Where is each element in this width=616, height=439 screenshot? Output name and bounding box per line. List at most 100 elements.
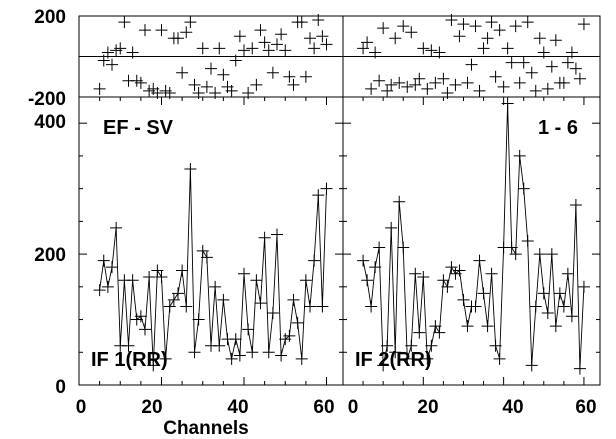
data-point-top-left-30 xyxy=(217,68,230,81)
data-point-top-left-33 xyxy=(229,54,242,67)
data-point-bottom-right-43 xyxy=(529,300,542,313)
data-point-bottom-left-16 xyxy=(159,352,172,365)
data-point-bottom-right-21 xyxy=(441,280,454,293)
data-marks xyxy=(93,14,590,375)
data-point-bottom-right-48 xyxy=(549,320,562,333)
data-point-top-right-22 xyxy=(445,14,458,27)
data-point-bottom-left-42 xyxy=(266,307,279,319)
data-point-top-right-38 xyxy=(509,20,522,33)
data-point-bottom-left-0 xyxy=(93,284,106,297)
data-point-top-right-25 xyxy=(457,18,470,31)
data-point-bottom-right-20 xyxy=(437,274,450,287)
data-point-top-right-26 xyxy=(461,76,474,89)
data-point-top-right-19 xyxy=(433,46,446,59)
data-point-top-right-39 xyxy=(513,76,526,89)
data-point-top-right-0 xyxy=(357,42,370,55)
data-point-top-right-7 xyxy=(385,78,398,91)
data-point-bottom-right-24 xyxy=(453,264,466,277)
data-point-top-left-0 xyxy=(93,82,106,95)
data-point-top-right-16 xyxy=(421,82,434,95)
data-point-top-right-45 xyxy=(537,46,550,59)
data-point-bottom-left-50 xyxy=(299,274,312,287)
data-point-bottom-left-32 xyxy=(225,352,238,365)
data-point-bottom-left-54 xyxy=(316,300,329,313)
data-point-bottom-right-52 xyxy=(565,310,578,323)
data-point-top-right-41 xyxy=(521,16,534,29)
data-point-bottom-right-17 xyxy=(425,339,438,352)
data-point-top-left-5 xyxy=(114,42,127,55)
data-point-top-right-50 xyxy=(557,76,570,89)
x-tick-label-left-40: 40 xyxy=(227,397,248,418)
if1-panel-label: IF 1(RR) xyxy=(91,349,168,371)
data-point-bottom-left-22 xyxy=(184,163,197,175)
data-point-top-left-53 xyxy=(312,14,325,27)
data-point-top-left-43 xyxy=(271,38,283,51)
data-point-bottom-left-55 xyxy=(320,182,333,195)
data-point-bottom-left-35 xyxy=(238,267,250,280)
data-point-top-right-13 xyxy=(409,78,422,91)
data-point-top-right-14 xyxy=(413,72,426,85)
data-point-bottom-left-47 xyxy=(287,293,300,306)
data-point-bottom-right-3 xyxy=(369,261,382,274)
data-point-top-right-29 xyxy=(473,84,486,97)
data-point-bottom-right-49 xyxy=(553,287,566,300)
data-point-top-left-14 xyxy=(151,86,164,99)
data-point-top-right-34 xyxy=(493,24,506,37)
data-point-top-left-27 xyxy=(205,62,217,75)
x-tick-label-right-40: 40 xyxy=(502,397,523,418)
data-point-top-left-21 xyxy=(180,26,193,39)
data-point-bottom-left-30 xyxy=(217,293,230,306)
data-point-top-left-39 xyxy=(254,24,267,37)
data-point-bottom-right-22 xyxy=(445,261,458,274)
data-point-top-left-42 xyxy=(266,66,279,79)
data-point-top-left-35 xyxy=(238,44,250,57)
data-point-bottom-right-51 xyxy=(561,267,574,280)
data-point-bottom-left-38 xyxy=(250,274,263,287)
data-point-top-left-17 xyxy=(163,86,176,99)
data-point-bottom-right-26 xyxy=(461,320,474,333)
data-point-top-right-35 xyxy=(497,80,510,93)
data-point-top-right-10 xyxy=(397,20,410,33)
data-point-bottom-right-4 xyxy=(373,241,386,254)
data-point-top-right-40 xyxy=(517,56,530,69)
data-point-top-left-45 xyxy=(279,44,292,57)
data-point-bottom-right-30 xyxy=(477,287,490,300)
data-point-top-right-27 xyxy=(465,58,478,71)
data-point-top-left-11 xyxy=(139,24,151,37)
data-point-bottom-left-26 xyxy=(200,251,213,264)
data-point-bottom-left-37 xyxy=(246,346,259,359)
data-point-top-left-49 xyxy=(295,16,308,29)
data-point-top-left-6 xyxy=(118,16,131,29)
y-tick-label-400: 400 xyxy=(34,112,66,133)
data-point-top-right-28 xyxy=(469,20,482,33)
data-point-top-right-32 xyxy=(485,16,498,29)
data-point-top-left-46 xyxy=(283,70,296,83)
data-point-top-right-6 xyxy=(381,84,394,97)
data-point-top-right-51 xyxy=(561,56,574,69)
data-point-bottom-left-13 xyxy=(147,359,160,372)
data-point-top-left-19 xyxy=(172,32,184,45)
data-point-bottom-left-39 xyxy=(254,297,267,310)
y-tick-label-top-neg200: -200 xyxy=(28,89,66,110)
data-point-bottom-left-44 xyxy=(275,349,288,362)
data-point-bottom-right-53 xyxy=(569,199,582,211)
data-point-bottom-right-33 xyxy=(489,339,502,352)
data-point-bottom-left-53 xyxy=(312,189,325,202)
data-point-top-left-28 xyxy=(209,86,222,99)
data-point-bottom-left-18 xyxy=(167,293,180,306)
channel-range-annotation: 1 - 6 xyxy=(538,117,578,139)
y-tick-label-top-200: 200 xyxy=(34,7,66,28)
data-point-top-right-2 xyxy=(365,82,378,95)
data-point-top-right-1 xyxy=(361,36,374,49)
data-point-bottom-left-3 xyxy=(106,261,118,274)
data-point-bottom-right-25 xyxy=(457,293,470,306)
data-point-bottom-right-37 xyxy=(505,241,518,254)
data-point-bottom-left-25 xyxy=(196,244,209,257)
data-point-bottom-right-8 xyxy=(389,346,402,359)
data-point-bottom-right-42 xyxy=(525,359,538,372)
data-point-top-right-54 xyxy=(573,72,586,85)
data-point-top-right-48 xyxy=(549,34,562,47)
y-tick-label-0: 0 xyxy=(55,377,66,398)
data-point-bottom-right-46 xyxy=(541,307,554,319)
data-point-top-right-15 xyxy=(417,42,430,55)
